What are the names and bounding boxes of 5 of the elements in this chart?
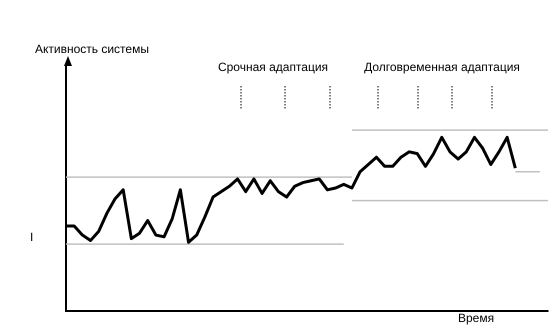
text: I [30, 230, 34, 244]
text: Срочная адаптация [218, 60, 328, 74]
x-axis-title: Время [458, 311, 494, 325]
text: Долговременная адаптация [364, 60, 520, 74]
text: Активность системы [35, 42, 149, 56]
